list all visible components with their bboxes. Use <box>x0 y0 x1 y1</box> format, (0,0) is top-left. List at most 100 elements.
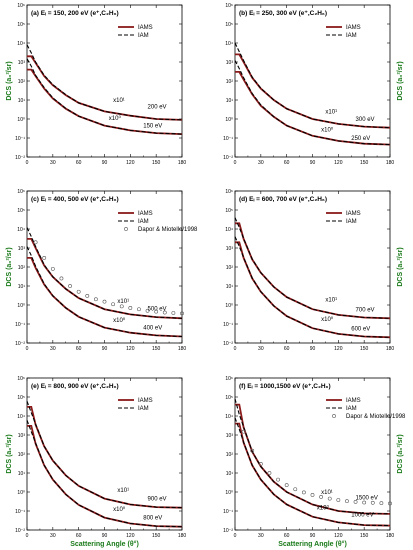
data-point-dapor <box>180 311 184 316</box>
y-tick-label: 10³ <box>18 433 26 439</box>
x-tick-label: 150 <box>152 346 161 352</box>
x-tick-label: 90 <box>102 160 108 166</box>
chart-panel-6: 0 30 60 90 120 150 180 10⁻² 10⁻¹ 10⁰ 10¹ 10² 10³ 10⁴ 1… <box>223 376 406 548</box>
annotation-label: 250 eV <box>351 136 370 142</box>
annotation-label: x10⁰ <box>321 316 334 323</box>
y-tick-label: 10⁴ <box>17 414 25 420</box>
y-tick-label: 10⁵ <box>225 395 233 401</box>
annotation-label: 500 eV <box>148 307 167 313</box>
y-tick-label: 10³ <box>226 60 234 66</box>
legend-label-iams: IAMS <box>138 398 153 404</box>
panel-title: (f) Eᵢ = 1000,1500 eV (e⁺,C₂H₆) <box>239 383 331 390</box>
data-point-dapor <box>119 304 124 309</box>
data-point-dapor <box>327 496 332 501</box>
x-tick-label: 150 <box>360 346 369 352</box>
y-tick-label: 10³ <box>226 246 234 252</box>
data-point-dapor <box>336 498 341 502</box>
data-point-dapor <box>111 302 116 307</box>
series-line-iam <box>26 246 183 338</box>
y-axis-label: DCS (a₀²/sr) <box>397 434 404 473</box>
series-line-iams <box>235 222 391 320</box>
series-line-iam <box>26 420 183 528</box>
y-tick-label: 10⁶ <box>17 189 25 195</box>
data-point-dapor <box>42 256 47 260</box>
annotation-label: x10⁰ <box>321 126 334 133</box>
x-tick-label: 30 <box>50 346 56 352</box>
y-axis-label: DCS (a₀²/sr) <box>6 434 13 473</box>
y-tick-label: 10⁵ <box>17 208 25 214</box>
data-point-dapor <box>128 306 133 310</box>
x-tick-label: 120 <box>126 533 135 539</box>
annotation-label: 1000 eV <box>351 513 373 519</box>
data-point-dapor <box>301 490 306 495</box>
annotation-label: 400 eV <box>143 326 162 332</box>
x-tick-label: 120 <box>126 160 135 166</box>
annotation-label: x10¹ <box>113 98 125 104</box>
data-point-dapor <box>276 477 280 482</box>
y-tick-label: 10¹ <box>18 471 26 477</box>
x-tick-label: 30 <box>258 533 264 539</box>
annotation-label: x10¹ <box>117 488 129 494</box>
x-tick-label: 180 <box>178 160 187 166</box>
plot-frame <box>26 190 183 344</box>
y-tick-label: 10² <box>18 452 26 458</box>
annotation-label: x10¹ <box>321 490 333 496</box>
x-axis-label: Scattering Angle (θ°) <box>70 540 139 548</box>
legend: IAMS IAM Dapor & Miotello/1998 <box>118 211 198 233</box>
y-tick-label: 10⁵ <box>225 22 233 28</box>
y-tick-label: 10⁻¹ <box>223 509 233 515</box>
x-tick-label: 60 <box>76 346 82 352</box>
legend: IAMS IAM <box>326 25 361 39</box>
data-point-dapor <box>93 297 98 302</box>
legend-label-iam: IAM <box>346 406 357 412</box>
y-tick-label: 10⁻¹ <box>15 136 25 142</box>
series-line-iam <box>234 398 391 515</box>
y-tick-label: 10⁰ <box>17 117 25 123</box>
y-tick-label: 10⁶ <box>225 3 233 9</box>
data-point-dapor <box>310 493 315 497</box>
panel-title: (a) Eᵢ = 150, 200 eV (e⁺,C₂H₆) <box>31 10 119 17</box>
chart-panel-5: 0 30 60 90 120 150 180 10⁻² 10⁻¹ 10⁰ 10¹ 10² 10³ 10⁴ 1… <box>6 376 186 548</box>
data-point-dapor <box>293 487 298 492</box>
y-tick-label: 10⁴ <box>225 227 233 233</box>
series-line-iam <box>234 60 391 146</box>
y-tick-label: 10⁴ <box>225 414 233 420</box>
plot-frame <box>234 190 391 344</box>
y-tick-label: 10⁻¹ <box>15 322 25 328</box>
x-tick-label: 120 <box>334 346 343 352</box>
x-tick-label: 30 <box>258 160 264 166</box>
y-tick-label: 10⁰ <box>225 303 233 309</box>
y-tick-label: 10² <box>18 79 26 85</box>
series-line-iam <box>26 44 183 121</box>
plot-frame <box>26 4 183 158</box>
annotation-label: 700 eV <box>356 308 375 314</box>
y-tick-label: 10⁵ <box>225 208 233 214</box>
y-tick-label: 10⁶ <box>225 376 233 382</box>
legend-swatch-dapor <box>332 414 336 418</box>
y-tick-label: 10⁶ <box>17 376 25 382</box>
data-point-dapor <box>162 310 167 315</box>
chart-panel-2: 0 30 60 90 120 150 180 10⁻² 10⁻¹ 10⁰ 10¹ 10² 10³ 10⁴ 1… <box>223 3 404 166</box>
x-tick-label: 180 <box>386 346 395 352</box>
legend: IAMS IAM Dapor & Miotello/1998 <box>326 398 406 420</box>
annotation-label: x10¹ <box>325 298 337 304</box>
x-tick-label: 150 <box>360 533 369 539</box>
y-tick-label: 10⁻² <box>223 155 233 161</box>
legend: IAMS IAM <box>118 398 153 412</box>
legend-label-dapor: Dapor & Miotello/1998 <box>138 227 198 233</box>
data-point-dapor <box>250 448 255 453</box>
x-tick-label: 60 <box>76 160 82 166</box>
y-tick-label: 10² <box>18 265 26 271</box>
y-tick-label: 10⁶ <box>225 189 233 195</box>
x-tick-label: 150 <box>152 533 161 539</box>
annotation-label: 900 eV <box>148 497 167 503</box>
annotation-label: x10⁰ <box>317 504 330 511</box>
y-tick-label: 10⁻² <box>223 341 233 347</box>
data-point-dapor <box>102 299 107 304</box>
legend-label-iams: IAMS <box>138 25 153 31</box>
series-line-iam <box>234 217 391 319</box>
data-point-dapor <box>137 307 141 312</box>
data-point-dapor <box>145 308 150 313</box>
annotation-label: x10⁰ <box>113 317 126 324</box>
x-tick-label: 90 <box>310 160 316 166</box>
